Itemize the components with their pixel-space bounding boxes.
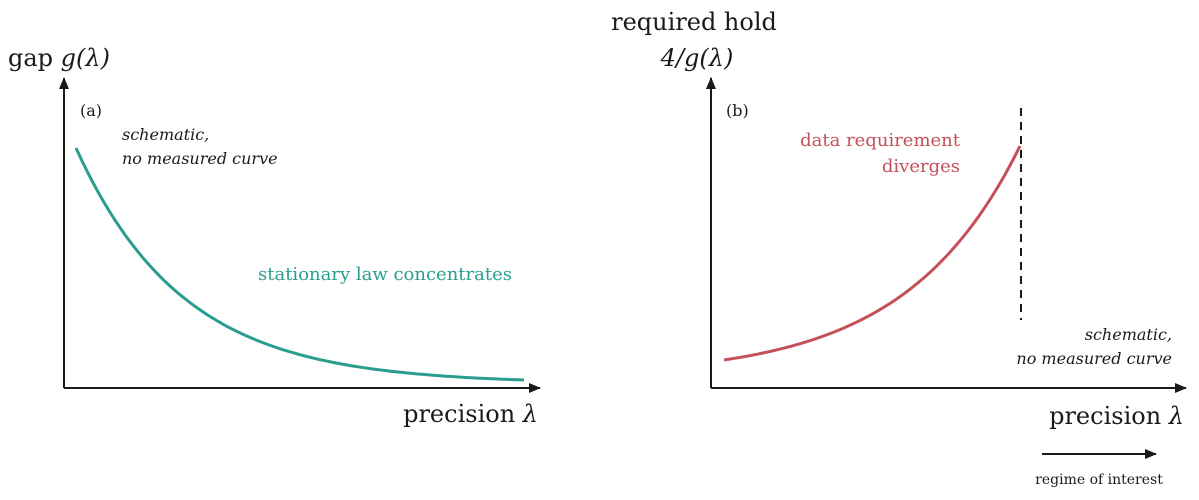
panel-a-note-line1: schematic,	[122, 125, 209, 144]
panel-a-curve	[74, 147, 525, 382]
panel-b-curve	[723, 145, 1022, 362]
panel-b-curve-label-line2: diverges	[882, 156, 960, 177]
panel-a-xlabel: precision λ	[403, 400, 538, 428]
panel-b: required hold 4/g(λ) (b) data requiremen…	[611, 8, 1187, 488]
panel-a-xlabel-prefix: precision	[403, 400, 523, 428]
regime-label: regime of interest	[1035, 472, 1163, 488]
panel-a-ylabel-math: g(λ)	[61, 44, 110, 72]
panel-b-xlabel: precision λ	[1049, 402, 1184, 430]
panel-a-xlabel-math: λ	[522, 400, 538, 428]
panel-b-note-line1: schematic,	[1085, 325, 1172, 344]
panel-b-note-line2: no measured curve	[1016, 349, 1172, 368]
panel-a: gap g(λ) (a) schematic, no measured curv…	[8, 44, 541, 428]
panel-a-ylabel-prefix: gap	[8, 44, 61, 72]
panel-b-ylabel-line1: required hold	[611, 8, 777, 36]
panel-b-label: (b)	[726, 101, 749, 120]
panel-a-label: (a)	[80, 101, 102, 120]
panel-a-ylabel: gap g(λ)	[8, 44, 110, 72]
panel-b-xlabel-prefix: precision	[1049, 402, 1169, 430]
panel-a-note-line2: no measured curve	[122, 149, 278, 168]
panel-a-curve-label: stationary law concentrates	[258, 264, 512, 285]
panel-b-xlabel-math: λ	[1168, 402, 1184, 430]
panel-b-ylabel-line2: 4/g(λ)	[660, 44, 734, 72]
panel-b-curve-label-line1: data requirement	[800, 130, 961, 151]
